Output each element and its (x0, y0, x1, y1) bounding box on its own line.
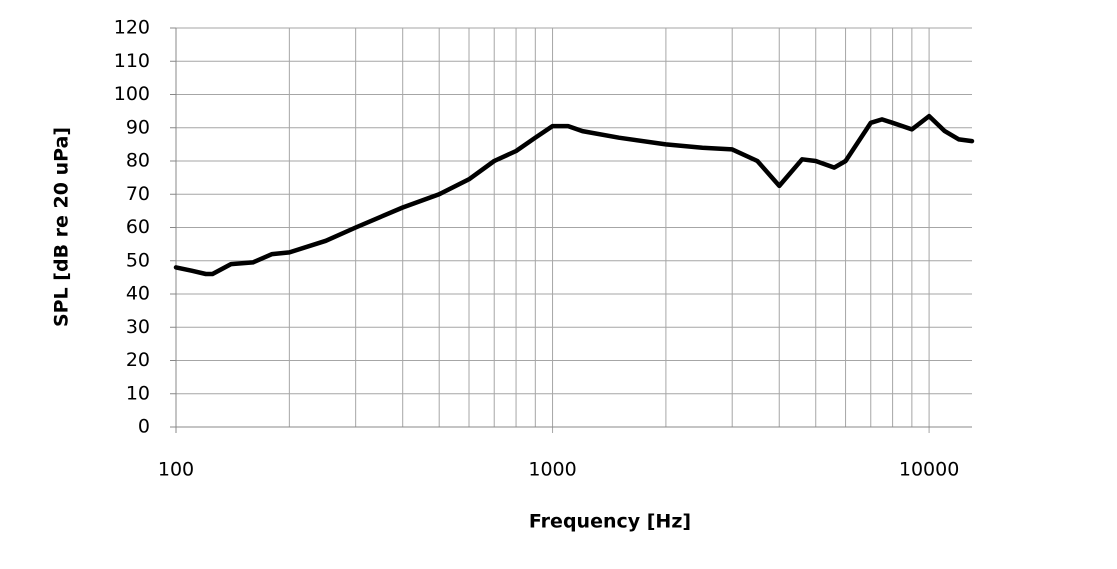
y-tick-label: 30 (126, 316, 150, 338)
y-tick-label: 40 (126, 283, 150, 305)
y-tick-label: 60 (126, 216, 150, 238)
y-axis-title: SPL [dB re 20 uPa] (51, 127, 73, 327)
y-tick-label: 80 (126, 150, 150, 172)
y-tick-label: 120 (114, 17, 150, 39)
y-tick-label: 70 (126, 183, 150, 205)
y-tick-label: 100 (114, 83, 150, 105)
y-tick-label: 90 (126, 116, 150, 138)
x-axis-title: Frequency [Hz] (529, 511, 691, 533)
x-tick-label: 100 (158, 459, 194, 481)
y-tick-label: 110 (114, 50, 150, 72)
x-tick-label: 10000 (899, 459, 959, 481)
data-line (173, 113, 975, 277)
x-tick-label: 1000 (528, 459, 576, 481)
y-tick-label: 10 (126, 382, 150, 404)
y-tick-label: 50 (126, 249, 150, 271)
y-tick-label: 0 (138, 416, 150, 438)
y-tick-label: 20 (126, 349, 150, 371)
